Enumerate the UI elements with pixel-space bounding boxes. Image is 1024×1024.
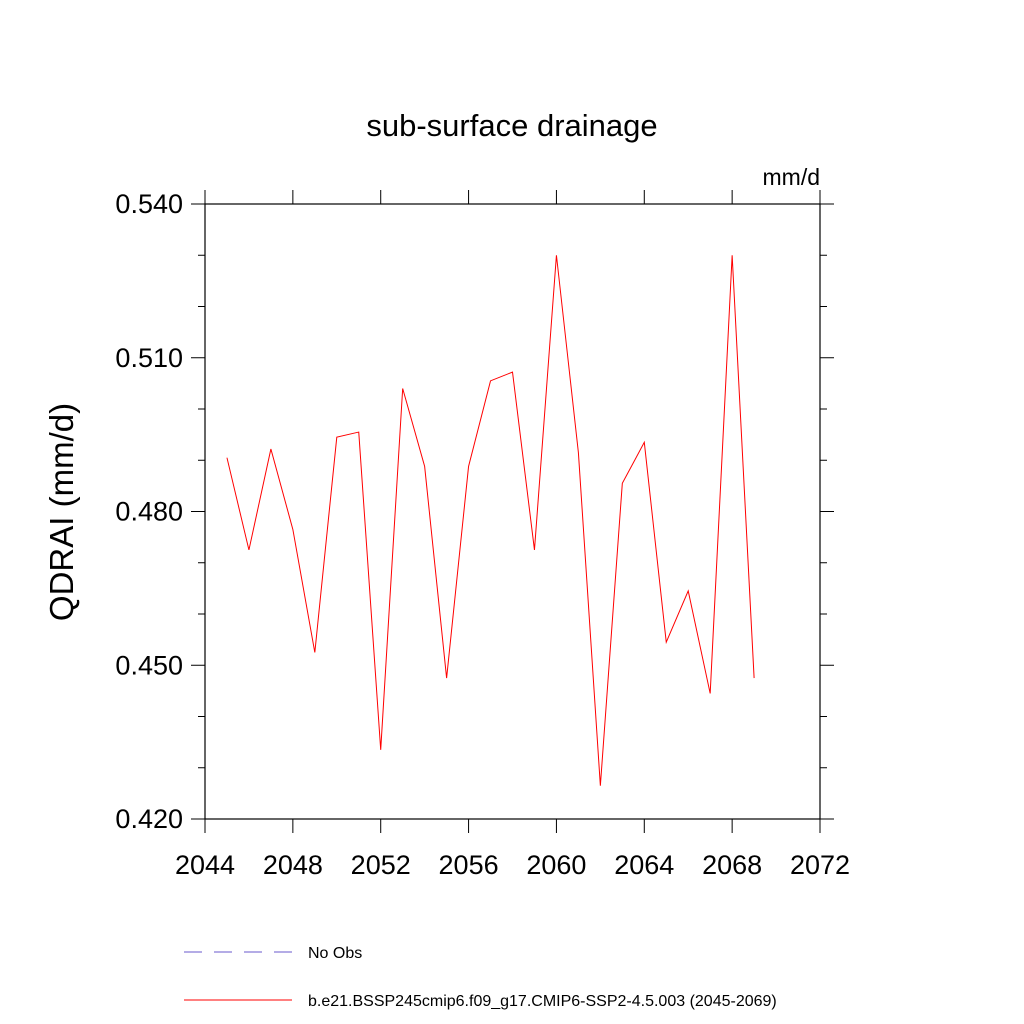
data-point — [248, 549, 249, 550]
data-point — [600, 785, 601, 786]
y-tick-label: 0.540 — [115, 189, 183, 219]
x-tick-label: 2060 — [526, 850, 586, 880]
units-label: mm/d — [763, 164, 821, 190]
y-axis-ticks: 0.420 0.450 0.480 0.510 0.540 — [115, 189, 834, 834]
data-point — [512, 372, 513, 373]
data-point — [644, 442, 645, 443]
data-point — [424, 466, 425, 467]
legend-label: No Obs — [308, 945, 362, 962]
data-point — [622, 483, 623, 484]
data-point — [226, 457, 227, 458]
y-tick-label: 0.480 — [115, 497, 183, 527]
data-point — [732, 255, 733, 256]
data-point — [754, 677, 755, 678]
data-point — [336, 437, 337, 438]
x-tick-label: 2064 — [614, 850, 674, 880]
data-point — [534, 549, 535, 550]
x-tick-label: 2068 — [702, 850, 762, 880]
data-point — [710, 693, 711, 694]
data-point — [270, 448, 271, 449]
legend-label: b.e21.BSSP245cmip6.f09_g17.CMIP6-SSP2-4.… — [308, 993, 777, 1010]
data-point — [468, 466, 469, 467]
data-point — [292, 529, 293, 530]
x-tick-label: 2048 — [263, 850, 323, 880]
data-point — [578, 452, 579, 453]
x-tick-label: 2056 — [439, 850, 499, 880]
data-point — [556, 255, 557, 256]
series-line — [226, 255, 755, 786]
x-tick-label: 2052 — [351, 850, 411, 880]
data-point — [380, 749, 381, 750]
data-point — [358, 431, 359, 432]
data-point — [688, 590, 689, 591]
x-axis-ticks: 2044 2048 2052 2056 2060 2064 2068 2072 — [175, 190, 850, 880]
x-tick-label: 2072 — [790, 850, 850, 880]
data-point — [314, 652, 315, 653]
data-point — [402, 388, 403, 389]
y-axis-label: QDRAI (mm/d) — [43, 403, 80, 621]
series-group — [226, 255, 755, 786]
x-tick-label: 2044 — [175, 850, 235, 880]
data-point — [446, 677, 447, 678]
chart-title: sub-surface drainage — [366, 108, 657, 143]
data-point — [666, 642, 667, 643]
plot-frame — [204, 203, 821, 820]
data-point — [490, 380, 491, 381]
y-tick-label: 0.510 — [115, 343, 183, 373]
y-tick-label: 0.450 — [115, 650, 183, 680]
legend: No Obs b.e21.BSSP245cmip6.f09_g17.CMIP6-S… — [184, 945, 777, 1010]
y-tick-label: 0.420 — [115, 804, 183, 834]
